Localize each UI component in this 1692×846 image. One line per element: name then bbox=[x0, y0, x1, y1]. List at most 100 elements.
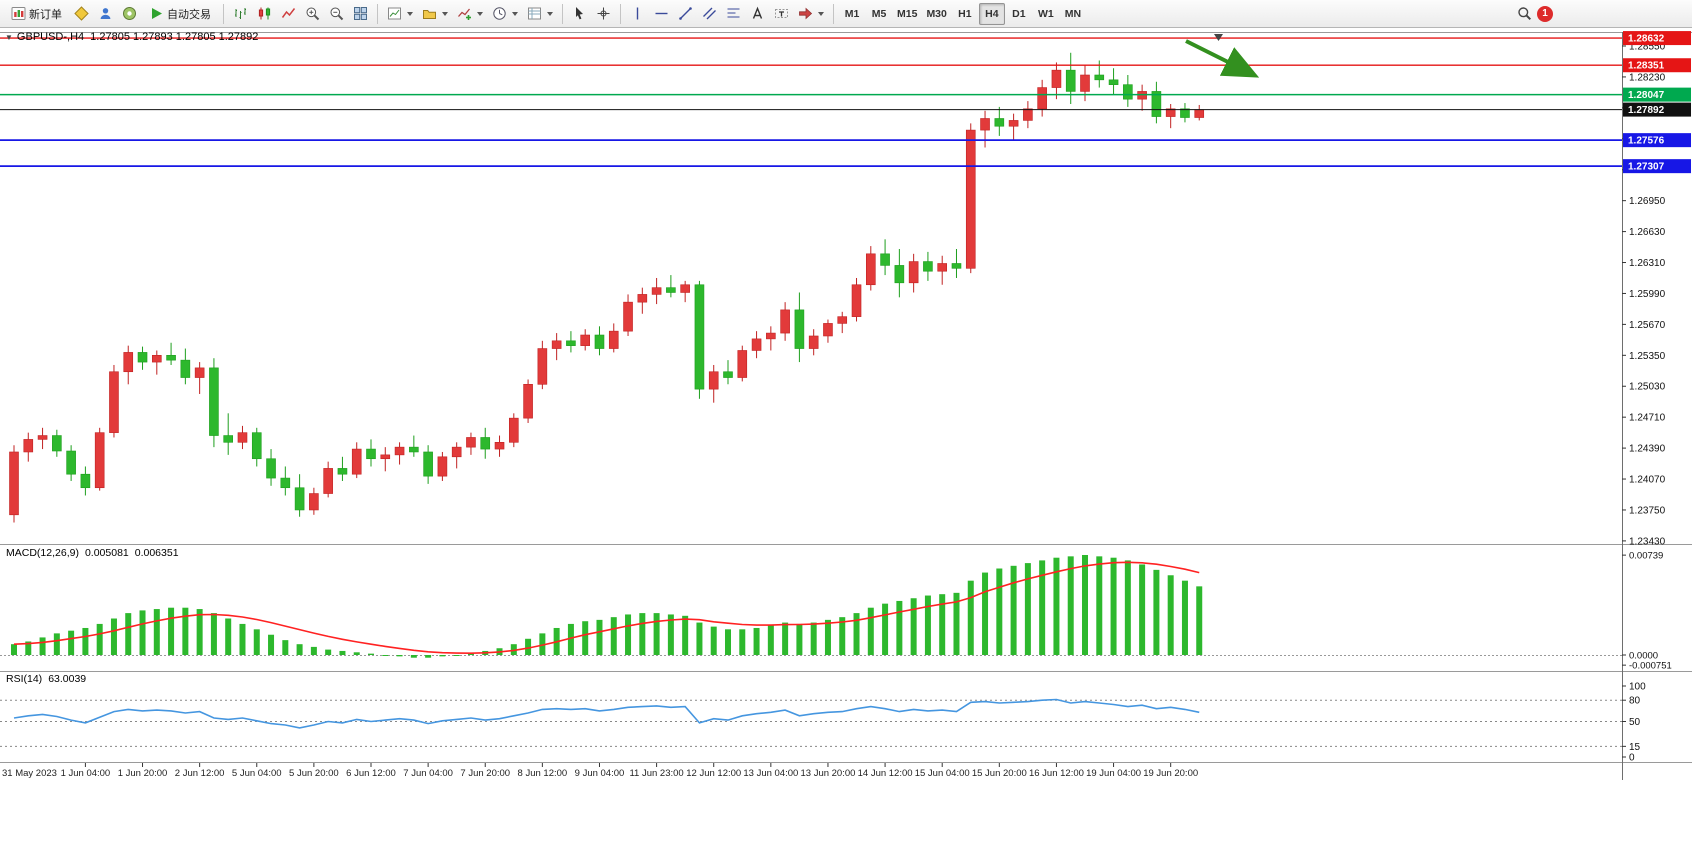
horizontal-line-button[interactable] bbox=[650, 3, 673, 25]
zoom-out-button[interactable] bbox=[325, 3, 348, 25]
crosshair-icon bbox=[597, 7, 610, 20]
candlestick-chart-icon bbox=[258, 7, 271, 20]
timeframe-m30[interactable]: M30 bbox=[922, 3, 950, 25]
templates-icon bbox=[528, 7, 541, 20]
autotrading-button[interactable]: 自动交易 bbox=[142, 3, 218, 25]
horizontal-line-icon bbox=[655, 12, 668, 15]
svg-text:1 Jun 20:00: 1 Jun 20:00 bbox=[118, 768, 168, 779]
sounds-button[interactable] bbox=[118, 3, 141, 25]
svg-text:19 Jun 20:00: 19 Jun 20:00 bbox=[1143, 768, 1198, 779]
accounts-button[interactable] bbox=[94, 3, 117, 25]
toolbar-separator bbox=[223, 3, 224, 24]
arrows-button[interactable] bbox=[794, 3, 828, 25]
bar-chart-button[interactable] bbox=[229, 3, 252, 25]
autotrading-label: 自动交易 bbox=[167, 8, 211, 21]
new-chart-icon bbox=[388, 7, 401, 20]
svg-text:13 Jun 04:00: 13 Jun 04:00 bbox=[743, 768, 798, 779]
svg-text:14 Jun 12:00: 14 Jun 12:00 bbox=[858, 768, 913, 779]
new-order-icon bbox=[11, 7, 26, 20]
svg-text:15: 15 bbox=[1629, 742, 1641, 753]
timeframe-w1[interactable]: W1 bbox=[1033, 3, 1059, 25]
svg-text:11 Jun 23:00: 11 Jun 23:00 bbox=[629, 768, 683, 779]
timeframe-h1[interactable]: H1 bbox=[952, 3, 978, 25]
cursor-button[interactable] bbox=[568, 3, 591, 25]
svg-text:-0.000751: -0.000751 bbox=[1629, 661, 1672, 672]
profiles-button[interactable] bbox=[418, 3, 452, 25]
svg-text:1 Jun 04:00: 1 Jun 04:00 bbox=[61, 768, 111, 779]
zoom-out-icon bbox=[330, 7, 344, 21]
timeframe-d1[interactable]: D1 bbox=[1006, 3, 1032, 25]
timeframe-h4[interactable]: H4 bbox=[978, 2, 1005, 25]
templates-button[interactable] bbox=[523, 3, 557, 25]
svg-text:1.24710: 1.24710 bbox=[1629, 413, 1666, 424]
svg-text:50: 50 bbox=[1629, 717, 1641, 728]
svg-text:1.24390: 1.24390 bbox=[1629, 444, 1666, 455]
toolbar-separator bbox=[562, 3, 563, 24]
chart-area[interactable]: 1.285501.282301.279101.275901.272701.269… bbox=[0, 28, 1692, 846]
timeframe-mn[interactable]: MN bbox=[1060, 3, 1086, 25]
candlestick-chart-button[interactable] bbox=[253, 3, 276, 25]
new-chart-button[interactable] bbox=[383, 3, 417, 25]
trendline-button[interactable] bbox=[674, 3, 697, 25]
svg-text:1.28632: 1.28632 bbox=[1628, 34, 1665, 45]
svg-text:0.0000: 0.0000 bbox=[1629, 651, 1658, 662]
timeframe-m1[interactable]: M1 bbox=[839, 3, 865, 25]
zoom-in-button[interactable] bbox=[301, 3, 324, 25]
timeframe-m5[interactable]: M5 bbox=[866, 3, 892, 25]
time-axis[interactable]: 31 May 2023 1 Jun 04:00 1 Jun 20:00 2 Jun 1… bbox=[2, 763, 1198, 779]
svg-text:31 May 2023: 31 May 2023 bbox=[2, 768, 57, 779]
text-button[interactable] bbox=[746, 3, 769, 25]
svg-text:1.28550: 1.28550 bbox=[1629, 42, 1666, 53]
arrow-annotation[interactable] bbox=[1185, 39, 1260, 78]
price-level-lines[interactable] bbox=[0, 37, 1622, 168]
indicators-button[interactable] bbox=[453, 3, 487, 25]
svg-text:6 Jun 12:00: 6 Jun 12:00 bbox=[346, 768, 396, 779]
chart-collapse-icon[interactable]: ▼ bbox=[5, 33, 13, 42]
text-icon bbox=[752, 6, 763, 19]
sounds-icon bbox=[123, 7, 136, 20]
svg-text:15 Jun 20:00: 15 Jun 20:00 bbox=[972, 768, 1027, 779]
chevron-down-icon bbox=[818, 11, 824, 16]
channel-button[interactable] bbox=[698, 3, 721, 25]
periods-button[interactable] bbox=[488, 3, 522, 25]
text-label-button[interactable] bbox=[770, 3, 793, 25]
vertical-line-button[interactable] bbox=[626, 3, 649, 25]
notification-badge[interactable]: 1 bbox=[1537, 5, 1553, 22]
timeframe-m15[interactable]: M15 bbox=[893, 3, 921, 25]
svg-text:5 Jun 20:00: 5 Jun 20:00 bbox=[289, 768, 339, 779]
metaeditor-button[interactable] bbox=[70, 3, 93, 25]
svg-text:1.28351: 1.28351 bbox=[1628, 61, 1665, 72]
vertical-line-icon bbox=[636, 7, 639, 20]
trendline-icon bbox=[679, 7, 692, 20]
svg-text:1.26630: 1.26630 bbox=[1629, 227, 1666, 238]
svg-text:2 Jun 12:00: 2 Jun 12:00 bbox=[175, 768, 225, 779]
chart-shift-marker bbox=[1214, 34, 1223, 41]
macd-panel bbox=[0, 554, 1622, 658]
new-order-button[interactable]: 新订单 bbox=[4, 3, 69, 25]
line-chart-icon bbox=[281, 8, 296, 18]
svg-text:19 Jun 04:00: 19 Jun 04:00 bbox=[1086, 768, 1141, 779]
crosshair-button[interactable] bbox=[592, 3, 615, 25]
text-label-icon bbox=[775, 9, 788, 18]
tile-windows-button[interactable] bbox=[349, 3, 372, 25]
fibonacci-button[interactable] bbox=[722, 3, 745, 25]
bar-chart-icon bbox=[235, 8, 246, 19]
svg-text:5 Jun 04:00: 5 Jun 04:00 bbox=[232, 768, 282, 779]
macd-axis[interactable]: 0.00739 0.0000-0.000751 bbox=[1622, 551, 1672, 672]
svg-text:1.28047: 1.28047 bbox=[1628, 90, 1665, 101]
svg-text:1.26950: 1.26950 bbox=[1629, 196, 1666, 207]
line-chart-button[interactable] bbox=[277, 3, 300, 25]
svg-text:0: 0 bbox=[1629, 753, 1635, 764]
indicators-icon bbox=[458, 8, 471, 20]
svg-text:7 Jun 20:00: 7 Jun 20:00 bbox=[460, 768, 510, 779]
chevron-down-icon bbox=[442, 11, 448, 16]
tile-windows-icon bbox=[354, 7, 367, 20]
fibonacci-icon bbox=[727, 8, 740, 18]
search-button[interactable] bbox=[1513, 3, 1536, 25]
panel-borders bbox=[0, 32, 1692, 780]
rsi-axis[interactable]: 100 80 50 150 bbox=[1622, 682, 1646, 764]
svg-text:12 Jun 12:00: 12 Jun 12:00 bbox=[686, 768, 741, 779]
price-axis[interactable]: 1.285501.282301.279101.275901.272701.269… bbox=[1622, 42, 1666, 548]
zoom-in-icon bbox=[306, 7, 320, 21]
